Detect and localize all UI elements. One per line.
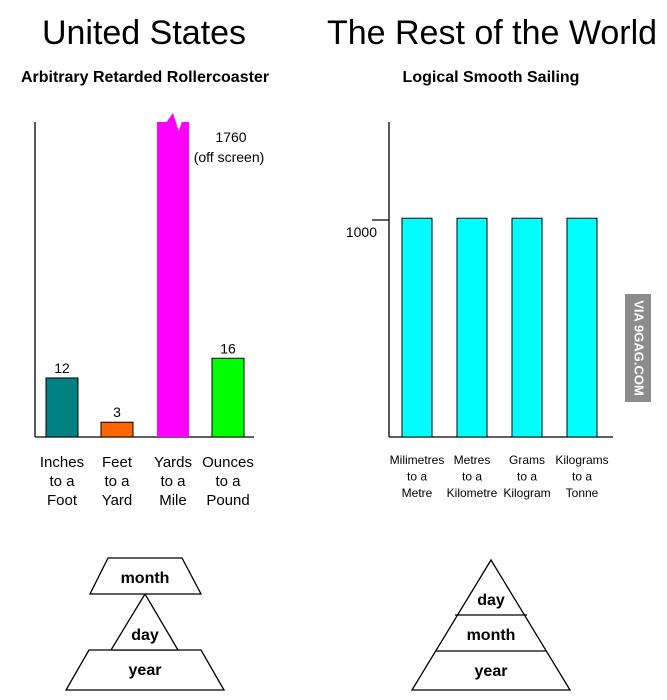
world-pyramid-outline: [410, 558, 572, 691]
us-pyramid-top-tier: [88, 557, 203, 595]
off-screen-annotation-value: 1760: [215, 129, 246, 145]
us-pyramid-bottom-tier: [64, 649, 226, 691]
us-bar-value-label: 16: [220, 340, 236, 356]
us-category-label: Ounces: [202, 454, 254, 471]
us-bars: 12 Inches to a Foot 3 Feet to a Yard Yards to a Mi…: [40, 113, 254, 509]
us-date-pyramid: month day year: [64, 557, 226, 691]
world-bar: [401, 217, 433, 438]
us-bar: [211, 357, 245, 438]
us-category-label: to a: [215, 473, 241, 490]
world-category-label: Milimetres: [390, 453, 445, 467]
world-category-label: to a: [462, 470, 482, 484]
watermark-text: VIA 9GAG.COM: [632, 300, 647, 396]
us-bar: [100, 421, 134, 438]
world-category-label: Kilometre: [447, 486, 498, 500]
us-category-label: Pound: [206, 492, 249, 509]
world-category-label: Tonne: [566, 486, 599, 500]
us-category-label: to a: [104, 473, 130, 490]
world-category-label: Metre: [402, 486, 433, 500]
watermark: VIA 9GAG.COM: [625, 294, 651, 402]
heading-rest-of-world: The Rest of the World: [327, 14, 657, 52]
watermark-badge: [625, 294, 651, 402]
world-bar: [511, 217, 543, 438]
us-category-label: Mile: [159, 492, 187, 509]
us-pyramid-bottom-label: year: [129, 662, 162, 679]
us-category-label: Foot: [47, 492, 78, 509]
world-category-label: Kilograms: [555, 453, 608, 467]
us-category-label: Feet: [102, 454, 133, 471]
world-category-label: to a: [517, 470, 537, 484]
us-category-label: Inches: [40, 454, 84, 471]
us-pyramid-top-label: month: [121, 570, 170, 587]
world-bar: [566, 217, 598, 438]
off-screen-annotation-note: (off screen): [194, 149, 265, 165]
world-y-tick-label: 1000: [346, 224, 377, 240]
world-pyramid-top-label: day: [477, 592, 505, 609]
world-category-label: to a: [407, 470, 427, 484]
world-date-pyramid: day month year: [410, 558, 572, 691]
us-bar-value-label: 3: [113, 404, 121, 420]
us-bar-value-label: 12: [54, 360, 70, 376]
world-bars: Milimetres to a Metre Metres to a Kilometre Gr…: [390, 217, 609, 500]
world-category-label: Grams: [509, 453, 545, 467]
world-pyramid-middle-label: month: [467, 627, 516, 644]
world-category-label: Metres: [454, 453, 491, 467]
world-chart-title: Logical Smooth Sailing: [403, 69, 580, 86]
us-pyramid-middle-tier: [109, 592, 180, 651]
world-category-label: Kilogram: [503, 486, 550, 500]
us-pyramid-middle-label: day: [131, 627, 159, 644]
world-pyramid-bottom-label: year: [475, 663, 508, 680]
us-chart-title: Arbitrary Retarded Rollercoaster: [21, 69, 269, 86]
us-bar: [157, 113, 189, 437]
us-category-label: Yard: [102, 492, 133, 509]
us-category-label: to a: [160, 473, 186, 490]
us-bar: [45, 377, 79, 438]
heading-united-states: United States: [42, 14, 246, 52]
us-category-label: to a: [49, 473, 75, 490]
world-bar: [456, 217, 488, 438]
us-category-label: Yards: [154, 454, 192, 471]
world-category-label: to a: [572, 470, 592, 484]
